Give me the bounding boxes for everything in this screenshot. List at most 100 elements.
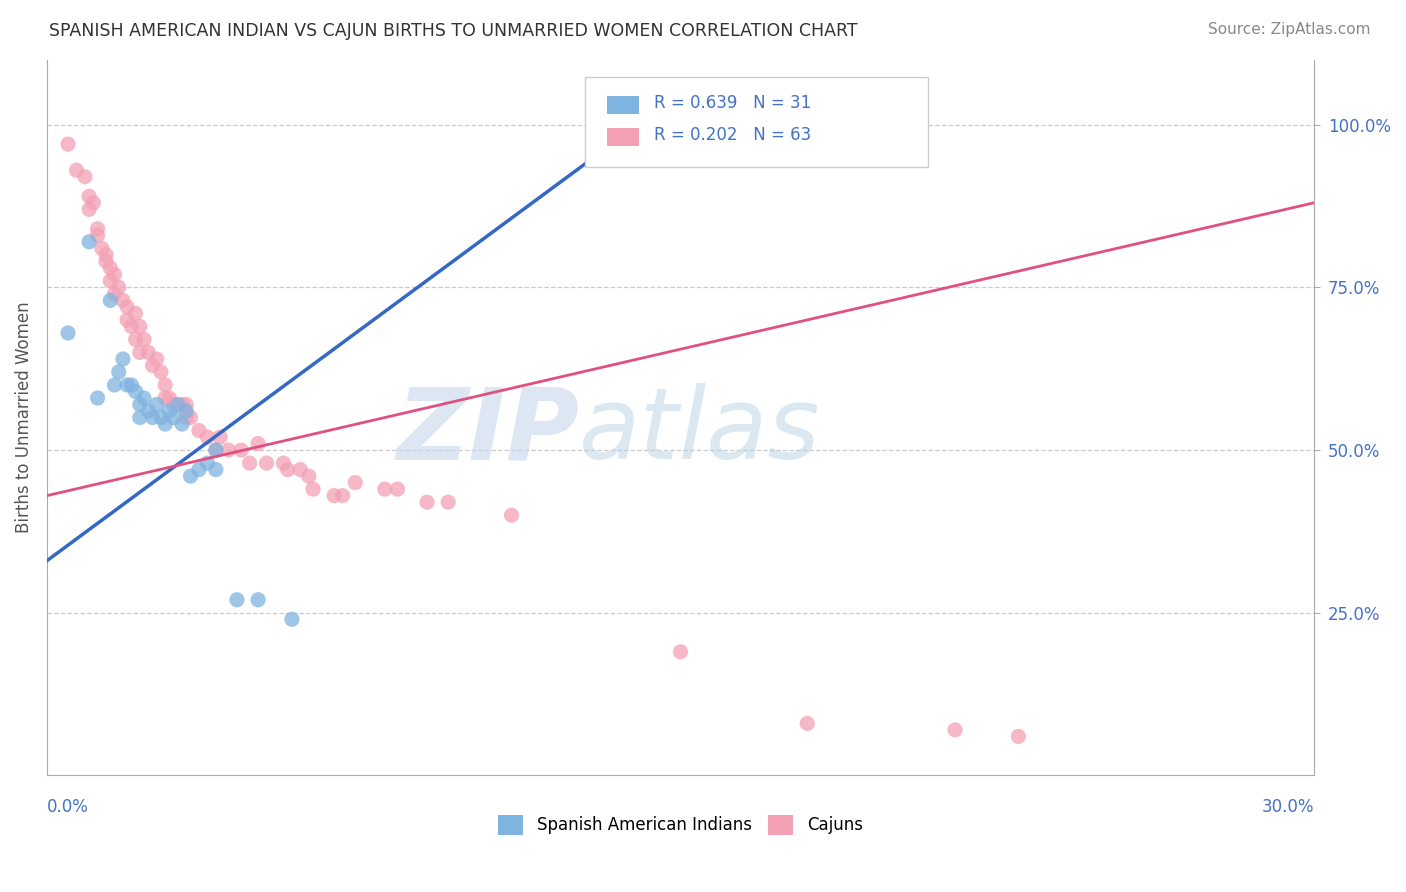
Point [302, 482, 325, 496]
Point [205, 443, 228, 458]
Point [197, 430, 219, 444]
Point [501, 508, 523, 523]
Legend: Spanish American Indians, Cajuns: Spanish American Indians, Cajuns [498, 814, 863, 835]
Point [132, 391, 155, 405]
Point [796, 716, 818, 731]
Point [128, 398, 150, 412]
Point [188, 462, 211, 476]
Point [149, 365, 172, 379]
Point [179, 469, 201, 483]
Point [103, 286, 125, 301]
Point [77, 202, 100, 217]
Text: R = 0.639   N = 31: R = 0.639 N = 31 [654, 95, 811, 112]
Point [170, 417, 193, 431]
Text: SPANISH AMERICAN INDIAN VS CAJUN BIRTHS TO UNMARRIED WOMEN CORRELATION CHART: SPANISH AMERICAN INDIAN VS CAJUN BIRTHS … [49, 22, 858, 40]
Point [197, 456, 219, 470]
Point [128, 319, 150, 334]
Point [107, 280, 129, 294]
Point [86, 228, 108, 243]
Point [218, 443, 240, 458]
Point [153, 378, 176, 392]
Point [115, 300, 138, 314]
Point [323, 489, 346, 503]
Point [153, 391, 176, 405]
Point [115, 313, 138, 327]
Point [98, 260, 121, 275]
Text: R = 0.202   N = 63: R = 0.202 N = 63 [654, 127, 811, 145]
Point [98, 293, 121, 308]
Point [111, 351, 134, 366]
Point [290, 462, 312, 476]
Point [157, 391, 180, 405]
Text: 30.0%: 30.0% [1261, 798, 1315, 816]
Point [256, 456, 278, 470]
Point [239, 456, 262, 470]
Point [145, 398, 167, 412]
Point [111, 293, 134, 308]
Point [107, 365, 129, 379]
Point [162, 410, 184, 425]
Point [174, 404, 197, 418]
Point [226, 592, 249, 607]
Text: Source: ZipAtlas.com: Source: ZipAtlas.com [1208, 22, 1371, 37]
Point [416, 495, 439, 509]
Point [153, 417, 176, 431]
Point [141, 359, 163, 373]
Point [943, 723, 966, 737]
FancyBboxPatch shape [607, 95, 638, 113]
Point [65, 163, 87, 178]
Point [77, 235, 100, 249]
FancyBboxPatch shape [607, 128, 638, 146]
Point [387, 482, 409, 496]
Point [56, 326, 79, 340]
Point [124, 384, 146, 399]
Point [124, 306, 146, 320]
Point [247, 592, 270, 607]
Point [281, 612, 304, 626]
Point [188, 424, 211, 438]
Point [56, 137, 79, 152]
Point [94, 254, 117, 268]
Point [82, 195, 104, 210]
FancyBboxPatch shape [585, 78, 928, 167]
Text: atlas: atlas [579, 384, 821, 481]
Point [132, 333, 155, 347]
Point [437, 495, 460, 509]
Point [170, 398, 193, 412]
Point [98, 274, 121, 288]
Point [1007, 730, 1029, 744]
Point [103, 268, 125, 282]
Point [128, 345, 150, 359]
Point [298, 469, 321, 483]
Point [128, 410, 150, 425]
Point [273, 456, 295, 470]
Point [145, 351, 167, 366]
Point [344, 475, 367, 490]
Point [162, 398, 184, 412]
Point [179, 410, 201, 425]
Point [86, 391, 108, 405]
Point [141, 410, 163, 425]
Point [166, 398, 188, 412]
Point [77, 189, 100, 203]
Point [374, 482, 396, 496]
Point [124, 333, 146, 347]
Point [86, 222, 108, 236]
Point [149, 410, 172, 425]
Point [669, 645, 692, 659]
Point [174, 410, 197, 425]
Y-axis label: Births to Unmarried Women: Births to Unmarried Women [15, 301, 32, 533]
Point [205, 462, 228, 476]
Point [120, 378, 142, 392]
Point [157, 404, 180, 418]
Point [90, 241, 112, 255]
Point [205, 443, 228, 458]
Point [73, 169, 96, 184]
Text: ZIP: ZIP [396, 384, 579, 481]
Point [247, 436, 270, 450]
Point [103, 378, 125, 392]
Point [136, 345, 159, 359]
Text: 0.0%: 0.0% [46, 798, 89, 816]
Point [174, 398, 197, 412]
Point [136, 404, 159, 418]
